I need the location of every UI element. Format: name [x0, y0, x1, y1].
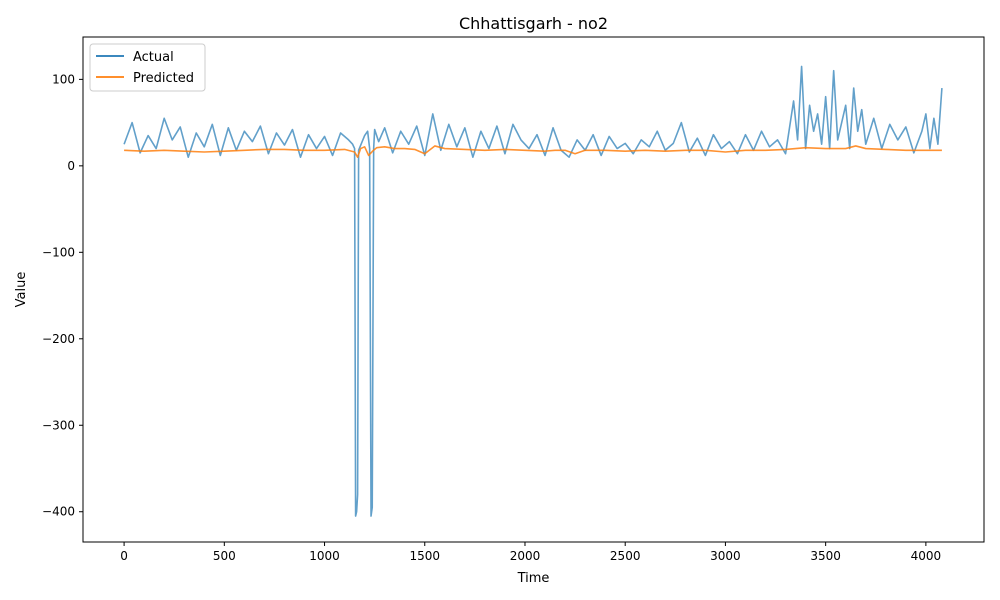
y-tick-label: 0 — [67, 159, 75, 173]
x-tick-label: 500 — [213, 549, 236, 563]
x-tick-label: 1500 — [409, 549, 440, 563]
x-tick-label: 1000 — [309, 549, 340, 563]
legend: Actual Predicted — [89, 43, 206, 92]
y-tick-label: −100 — [42, 245, 75, 259]
y-axis: 100 0 −100 −200 −300 −400 — [42, 72, 83, 519]
plot-frame — [82, 36, 985, 543]
y-tick-label: −300 — [42, 418, 75, 432]
legend-label-actual: Actual — [133, 50, 174, 65]
y-tick-label: 100 — [52, 72, 75, 86]
x-tick-label: 3000 — [710, 549, 741, 563]
x-axis-label: Time — [517, 571, 550, 586]
y-axis-label: Value — [14, 272, 29, 308]
series-line-predicted — [124, 145, 942, 158]
series-layer — [123, 65, 943, 517]
x-tick-label: 2000 — [510, 549, 541, 563]
x-tick-label: 3500 — [810, 549, 841, 563]
x-tick-label: 2500 — [610, 549, 641, 563]
y-tick-label: −400 — [42, 505, 75, 519]
y-tick-label: −200 — [42, 332, 75, 346]
x-tick-label: 4000 — [911, 549, 942, 563]
x-tick-label: 0 — [120, 549, 128, 563]
chart-title: Chhattisgarh - no2 — [459, 14, 608, 33]
legend-label-predicted: Predicted — [133, 71, 194, 86]
x-axis: 0 500 1000 1500 2000 2500 3000 3500 4000 — [120, 542, 941, 563]
series-line-actual — [123, 65, 943, 517]
